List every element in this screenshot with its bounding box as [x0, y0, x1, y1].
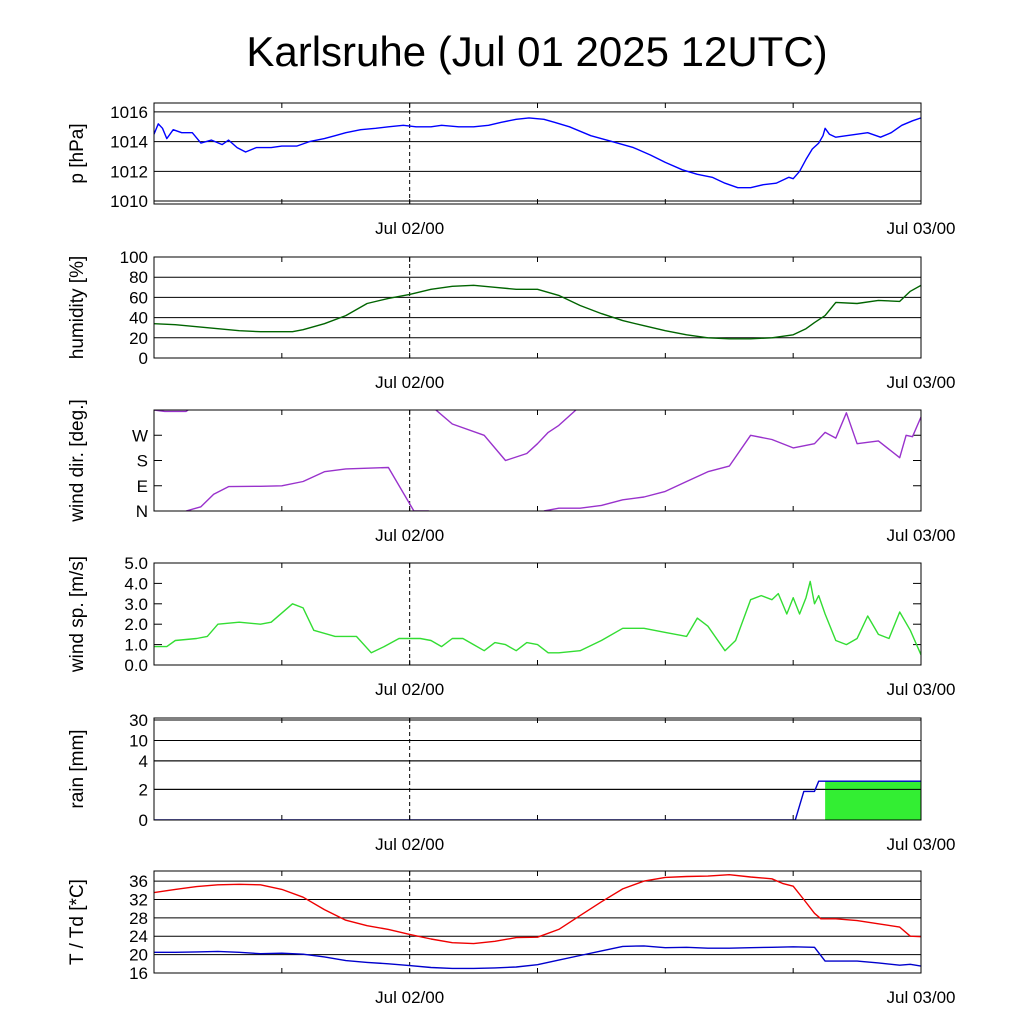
y-axis-label: T / Td [*C] — [67, 879, 88, 965]
y-tick-label: 32 — [129, 890, 148, 909]
y-tick-label: 1.0 — [124, 636, 148, 655]
series-line-temperature-0 — [154, 874, 921, 945]
y-tick-label: 36 — [129, 872, 148, 891]
y-tick-label: W — [132, 426, 148, 445]
x-tick-label: Jul 03/00 — [887, 835, 956, 854]
y-tick-label: 4 — [139, 752, 148, 771]
y-tick-label: 4.0 — [124, 574, 148, 593]
y-tick-label: 3.0 — [124, 595, 148, 614]
series-line-winddir-3 — [543, 412, 921, 511]
x-tick-label: Jul 02/00 — [375, 219, 444, 238]
y-tick-label: 28 — [129, 909, 148, 928]
x-tick-label: Jul 02/00 — [375, 835, 444, 854]
x-tick-label: Jul 02/00 — [375, 680, 444, 699]
series-line-winddir-2 — [434, 410, 577, 462]
y-tick-label: 16 — [129, 964, 148, 983]
y-tick-label: S — [137, 452, 148, 471]
y-tick-label: 40 — [129, 309, 148, 328]
series-line-rain-0 — [154, 780, 921, 820]
x-tick-label: Jul 03/00 — [887, 988, 956, 1007]
chart-title: Karlsruhe (Jul 01 2025 12UTC) — [246, 28, 827, 75]
panel-pressure: 1010 1012 1014 1016 Jul 02/00 Jul 03/00 p [hPa… — [67, 102, 956, 238]
series-line-windspeed-0 — [154, 580, 921, 656]
y-tick-label: 0 — [139, 349, 148, 368]
y-axis-label: rain [mm] — [67, 729, 88, 808]
y-tick-label: 0 — [139, 811, 148, 830]
plot-frame — [153, 870, 922, 974]
series-line-pressure-0 — [154, 117, 921, 189]
plot-frame — [153, 256, 922, 359]
series-line-humidity-0 — [154, 284, 921, 340]
y-tick-label: 100 — [120, 248, 148, 267]
y-axis-label: p [hPa] — [67, 123, 88, 183]
x-tick-label: Jul 03/00 — [887, 526, 956, 545]
series-line-winddir-0 — [154, 410, 189, 413]
panel-windspeed: 0.01.0 2.03.0 4.05.0 Jul 02/00 Jul 03/00 wind… — [67, 554, 956, 699]
y-axis-label: wind sp. [m/s] — [67, 556, 88, 673]
x-tick-label: Jul 02/00 — [375, 526, 444, 545]
y-tick-label: 1010 — [110, 192, 148, 211]
y-tick-label: 0.0 — [124, 656, 148, 675]
x-tick-label: Jul 02/00 — [375, 988, 444, 1007]
x-tick-label: Jul 03/00 — [887, 219, 956, 238]
y-tick-label: 1014 — [110, 133, 148, 152]
y-tick-label: E — [137, 477, 148, 496]
y-tick-label: 20 — [129, 946, 148, 965]
x-tick-label: Jul 03/00 — [887, 373, 956, 392]
plot-frame — [153, 717, 922, 821]
series-line-winddir-1 — [185, 466, 429, 511]
y-tick-label: 80 — [129, 268, 148, 287]
y-tick-label: 2.0 — [124, 615, 148, 634]
plot-frame — [153, 102, 922, 205]
y-axis-label: humidity [%] — [67, 256, 88, 359]
y-tick-label: 30 — [129, 711, 148, 730]
plot-frame — [153, 409, 922, 512]
y-tick-label: 20 — [129, 329, 148, 348]
y-tick-label: N — [136, 502, 148, 521]
x-tick-label: Jul 03/00 — [887, 680, 956, 699]
y-tick-label: 1012 — [110, 162, 148, 181]
y-tick-label: 10 — [129, 731, 148, 750]
y-tick-label: 1016 — [110, 103, 148, 122]
plot-frame — [153, 562, 922, 666]
rain-bar — [825, 781, 921, 820]
series-line-temperature-1 — [154, 945, 921, 970]
x-tick-label: Jul 02/00 — [375, 373, 444, 392]
y-tick-label: 2 — [139, 780, 148, 799]
y-tick-label: 5.0 — [124, 554, 148, 573]
y-tick-label: 60 — [129, 288, 148, 307]
y-axis-label: wind dir. [deg.] — [67, 399, 88, 523]
y-tick-label: 24 — [129, 927, 148, 946]
